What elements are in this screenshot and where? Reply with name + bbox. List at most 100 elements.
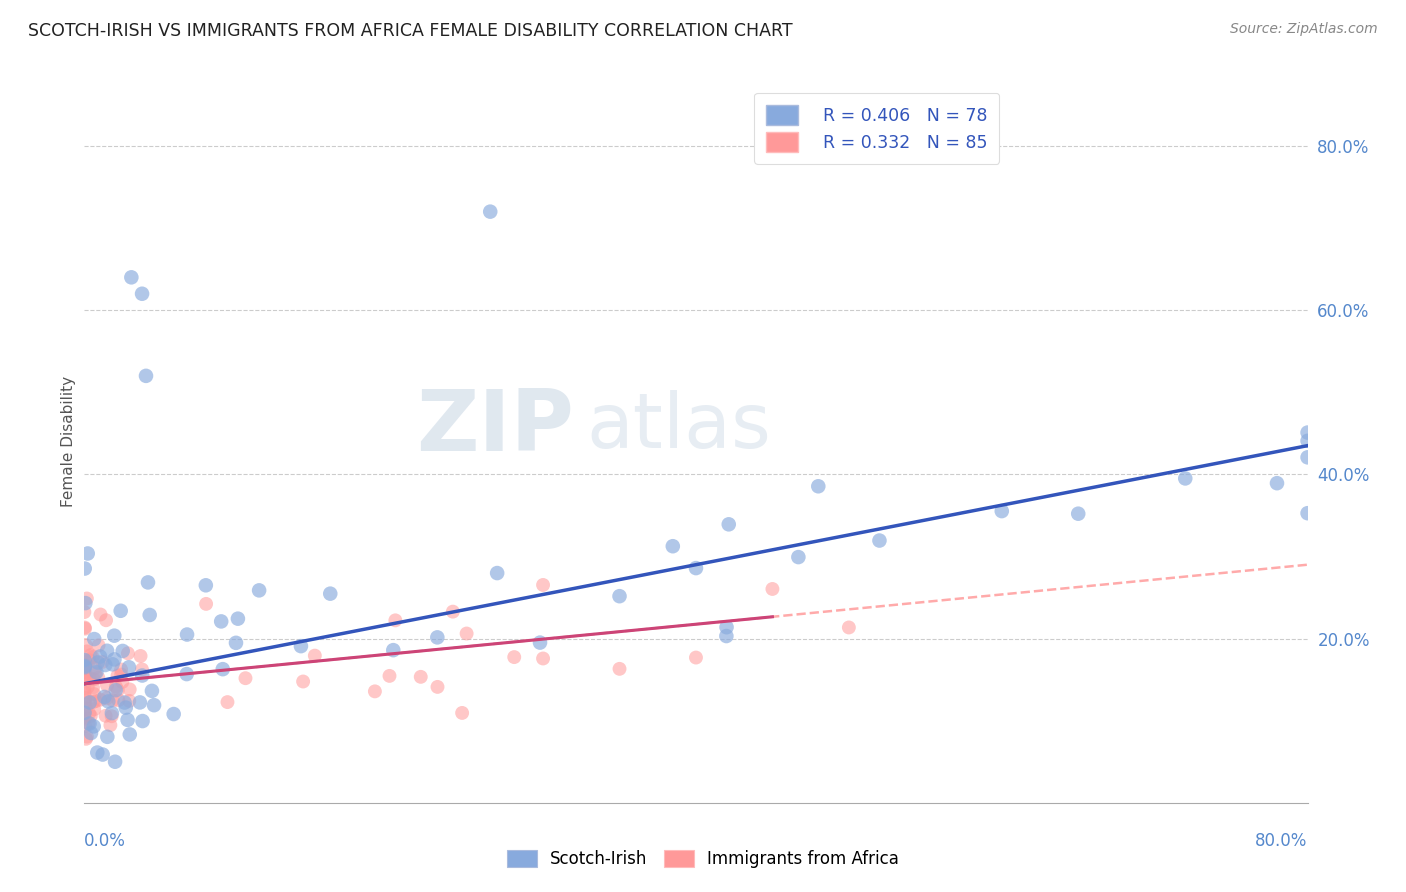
Point xyxy=(426,680,449,694)
Point xyxy=(787,550,810,565)
Point xyxy=(716,620,738,634)
Point xyxy=(76,730,98,744)
Point xyxy=(761,582,783,596)
Point xyxy=(117,646,139,660)
Point xyxy=(609,589,631,603)
Point xyxy=(110,663,132,677)
Point xyxy=(529,635,551,649)
Point xyxy=(73,711,96,725)
Point xyxy=(73,697,96,711)
Point xyxy=(94,658,117,673)
Point xyxy=(73,693,96,707)
Point xyxy=(84,694,107,708)
Point xyxy=(247,583,270,598)
Point xyxy=(91,655,114,669)
Point xyxy=(76,546,98,560)
Point xyxy=(96,691,118,706)
Point xyxy=(685,561,707,575)
Point xyxy=(94,708,117,723)
Point xyxy=(717,517,740,532)
Point xyxy=(131,668,153,682)
Point xyxy=(94,613,117,627)
Point xyxy=(73,719,96,733)
Point xyxy=(96,678,118,692)
Point xyxy=(73,660,96,674)
Text: 0.0%: 0.0% xyxy=(84,831,127,850)
Point xyxy=(195,597,218,611)
Point xyxy=(73,686,96,700)
Point xyxy=(73,668,96,682)
Point xyxy=(97,694,120,708)
Point xyxy=(382,643,405,657)
Point xyxy=(101,657,124,672)
Point xyxy=(87,638,110,652)
Point xyxy=(73,662,96,676)
Point xyxy=(87,671,110,685)
Point xyxy=(100,709,122,723)
Point xyxy=(716,629,738,643)
Point xyxy=(104,755,127,769)
Point xyxy=(135,368,157,383)
Point xyxy=(86,746,108,760)
Point xyxy=(176,667,198,681)
Point xyxy=(1296,506,1319,520)
Point xyxy=(79,653,101,667)
Point xyxy=(91,747,114,762)
Point xyxy=(73,660,96,674)
Point xyxy=(83,673,105,687)
Point xyxy=(479,204,502,219)
Point xyxy=(111,644,134,658)
Point xyxy=(451,706,474,720)
Point xyxy=(73,709,96,723)
Point xyxy=(838,620,860,634)
Point xyxy=(82,650,104,665)
Point xyxy=(79,648,101,662)
Point xyxy=(80,726,103,740)
Point xyxy=(100,718,122,732)
Point xyxy=(107,683,129,698)
Point xyxy=(79,716,101,731)
Point xyxy=(77,716,100,731)
Point xyxy=(83,632,105,646)
Point xyxy=(89,649,111,664)
Point xyxy=(83,687,105,701)
Point xyxy=(73,665,96,679)
Point xyxy=(76,644,98,658)
Point xyxy=(426,631,449,645)
Point xyxy=(685,650,707,665)
Point xyxy=(103,629,125,643)
Text: 80.0%: 80.0% xyxy=(1256,831,1308,850)
Point xyxy=(211,662,233,676)
Point xyxy=(1174,471,1197,485)
Point xyxy=(1296,434,1319,448)
Point xyxy=(79,696,101,710)
Point xyxy=(75,691,97,706)
Point xyxy=(364,684,387,698)
Text: Source: ZipAtlas.com: Source: ZipAtlas.com xyxy=(1230,22,1378,37)
Point xyxy=(73,672,96,686)
Point xyxy=(456,626,478,640)
Point xyxy=(384,613,406,627)
Point xyxy=(143,698,166,713)
Point xyxy=(114,696,136,710)
Point xyxy=(1067,507,1090,521)
Point xyxy=(1296,450,1319,465)
Point xyxy=(118,682,141,697)
Point xyxy=(73,706,96,720)
Point xyxy=(531,578,554,592)
Point xyxy=(869,533,891,548)
Point xyxy=(73,605,96,619)
Point xyxy=(131,286,153,301)
Point xyxy=(129,648,152,663)
Point xyxy=(235,671,257,685)
Point xyxy=(131,662,153,676)
Point xyxy=(136,575,159,590)
Point xyxy=(83,702,105,716)
Text: SCOTCH-IRISH VS IMMIGRANTS FROM AFRICA FEMALE DISABILITY CORRELATION CHART: SCOTCH-IRISH VS IMMIGRANTS FROM AFRICA F… xyxy=(28,22,793,40)
Point xyxy=(163,707,186,722)
Point xyxy=(141,684,163,698)
Y-axis label: Female Disability: Female Disability xyxy=(60,376,76,508)
Point xyxy=(304,648,326,663)
Point xyxy=(138,607,160,622)
Point xyxy=(73,681,96,695)
